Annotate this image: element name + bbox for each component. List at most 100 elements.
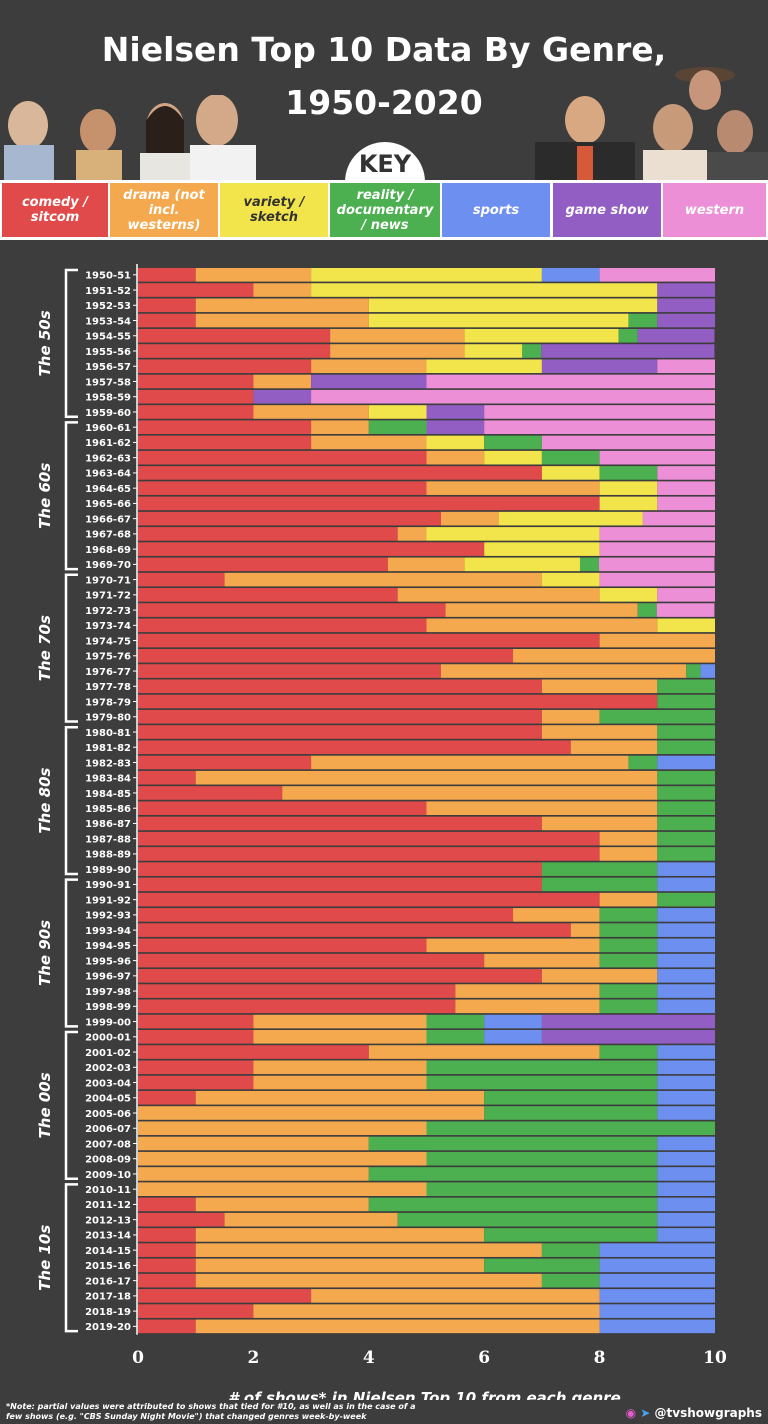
bar-segment-western <box>657 496 715 511</box>
tv-cast-photo-left <box>4 95 256 180</box>
bar-segment-game <box>541 359 658 374</box>
bar-segment-variety <box>426 527 600 541</box>
bar-segment-drama <box>138 1167 369 1181</box>
bar-segment-western <box>426 374 715 389</box>
bar-segment-variety <box>426 435 485 450</box>
bar-segment-comedy <box>138 1319 196 1334</box>
season-label: 1957-58 <box>85 377 131 388</box>
bar-segment-western <box>311 389 715 404</box>
bar-segment-reality <box>657 725 715 739</box>
season-label: 1992-93 <box>85 911 131 922</box>
season-label: 1988-89 <box>85 850 131 861</box>
bar-segment-drama <box>570 923 600 937</box>
bar-segment-sports <box>484 1030 542 1044</box>
season-label: 1984-85 <box>85 789 131 800</box>
bar-segment-comedy <box>138 1090 196 1105</box>
season-label: 1982-83 <box>85 758 131 769</box>
bar-segment-game <box>253 389 312 404</box>
bar-segment-reality <box>599 709 715 724</box>
instagram-icon: ◉ <box>625 1406 637 1420</box>
season-label: 1993-94 <box>85 926 131 937</box>
bar-segment-western <box>599 572 715 587</box>
bar-segment-sports <box>657 877 715 892</box>
bar-segment-comedy <box>138 313 196 328</box>
bar-segment-comedy <box>138 633 600 648</box>
bar-segment-sports <box>599 1258 715 1273</box>
season-label: 1960-61 <box>85 423 131 434</box>
x-tick-label: 0 <box>132 1348 144 1368</box>
bar-segment-western <box>541 435 715 450</box>
season-label: 2013-14 <box>85 1231 131 1242</box>
bar-segment-drama <box>397 588 600 602</box>
bar-segment-comedy <box>138 1228 196 1242</box>
season-label: 2014-15 <box>85 1246 131 1257</box>
bar-segment-comedy <box>138 953 485 968</box>
season-label: 2009-10 <box>85 1170 131 1181</box>
season-label: 1969-70 <box>85 560 131 571</box>
handle-text: @tvshowgraphs <box>654 1406 762 1420</box>
bar-segment-comedy <box>138 1243 196 1257</box>
bar-segment-reality <box>426 1182 658 1196</box>
bar-segment-game <box>657 298 715 313</box>
bar-segment-comedy <box>138 938 427 953</box>
season-label: 1997-98 <box>85 987 131 998</box>
bar-segment-drama <box>195 268 312 282</box>
bar-segment-drama <box>426 938 600 953</box>
season-label: 1998-99 <box>85 1002 131 1013</box>
bar-segment-variety <box>464 344 523 358</box>
season-label: 2012-13 <box>85 1215 131 1226</box>
bar-segment-sports <box>657 1151 715 1166</box>
bar-segment-drama <box>138 1121 427 1136</box>
bar-segment-reality <box>657 770 715 785</box>
bar-segment-sports <box>657 1060 715 1075</box>
bar-segment-sports <box>657 1228 715 1242</box>
bar-segment-reality <box>657 816 715 831</box>
bar-segment-comedy <box>138 603 446 617</box>
bar-segment-variety <box>484 542 600 556</box>
bar-segment-drama <box>599 831 658 846</box>
bar-segment-drama <box>253 1030 427 1044</box>
legend-item-western: western <box>663 183 766 237</box>
season-label: 2002-03 <box>85 1063 131 1074</box>
bar-segment-sports <box>657 908 715 922</box>
x-axis-label: # of shows* in Nielsen Top 10 from each … <box>228 1389 621 1400</box>
bar-segment-reality <box>368 420 427 434</box>
tv-cast-photo-right <box>535 67 768 180</box>
bar-segment-comedy <box>138 969 542 983</box>
bar-segment-variety <box>541 572 600 587</box>
bar-segment-comedy <box>138 542 485 556</box>
bar-segment-drama <box>282 786 658 800</box>
bar-segment-comedy <box>138 725 542 739</box>
season-label: 1987-88 <box>85 834 131 845</box>
twitter-icon: ➤ <box>640 1406 651 1420</box>
key-label: KEY <box>358 150 412 178</box>
season-label: 1953-54 <box>85 316 131 327</box>
bar-segment-reality <box>541 450 600 465</box>
bar-segment-sports <box>657 755 715 770</box>
bar-segment-reality <box>522 344 542 358</box>
bar-segment-drama <box>455 999 600 1014</box>
chart-title-line-2: 1950-2020 <box>285 83 483 122</box>
bar-segment-drama <box>541 679 658 694</box>
bar-segment-reality <box>426 1014 485 1029</box>
bar-segment-comedy <box>138 649 514 663</box>
bar-segment-drama <box>224 572 542 587</box>
bar-segment-comedy <box>138 572 225 587</box>
season-label: 1980-81 <box>85 728 131 739</box>
bar-segment-drama <box>138 1151 427 1166</box>
bar-segment-drama <box>195 1228 485 1242</box>
bar-segment-comedy <box>138 831 600 846</box>
chart-title-line-1: Nielsen Top 10 Data By Genre, <box>101 30 667 69</box>
stacked-bar-chart: 1950-51 1951-52 1952-53 1953-54 1954-55 1955-… <box>36 264 727 1400</box>
bar-segment-western <box>484 420 715 434</box>
bar-segment-variety <box>599 496 658 511</box>
decade-label: The 50s <box>36 310 54 376</box>
social-handle: ◉ ➤ @tvshowgraphs <box>626 1406 762 1420</box>
legend-item-variety: variety / sketch <box>220 183 328 237</box>
bar-segment-comedy <box>138 1273 196 1288</box>
bar-segment-comedy <box>138 374 254 389</box>
bar-segment-reality <box>484 435 542 450</box>
bar-segment-comedy <box>138 527 398 541</box>
bar-segment-game <box>541 1030 715 1044</box>
bar-segment-reality <box>426 1121 715 1136</box>
